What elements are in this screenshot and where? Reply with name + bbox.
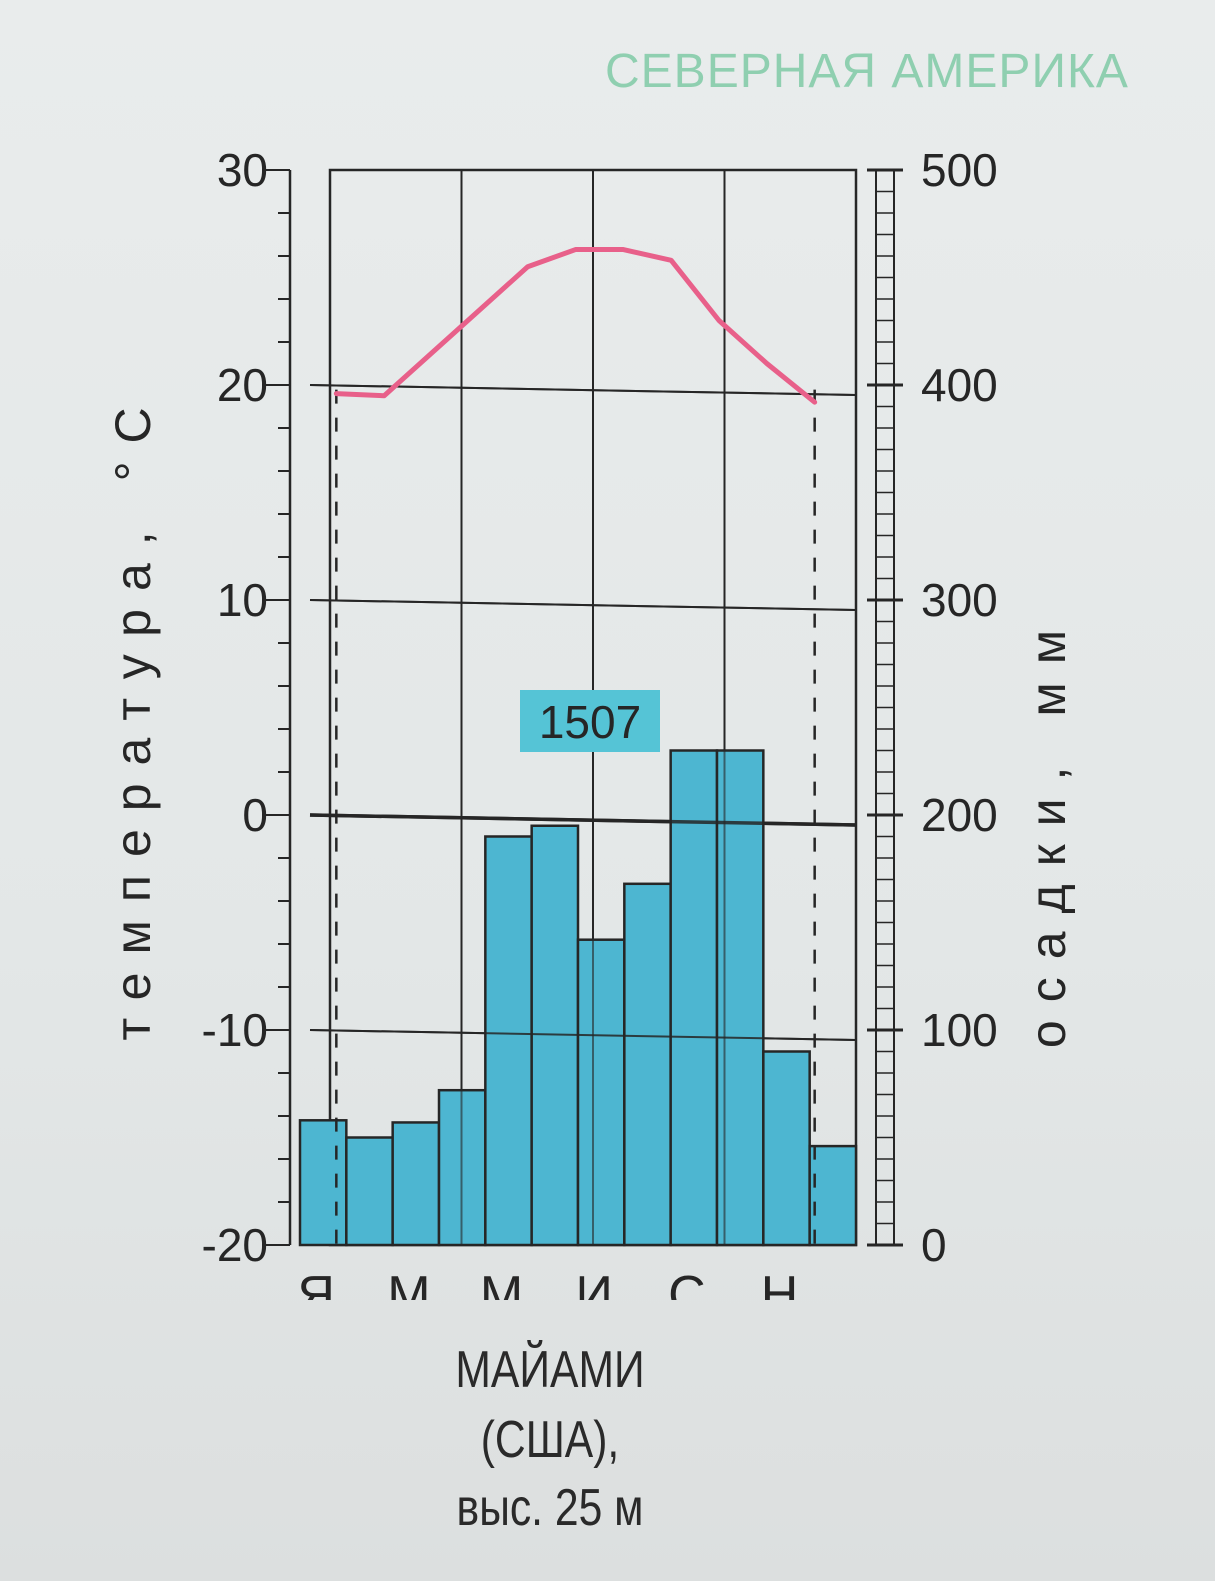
month-label: Я [297,1266,335,1300]
right-tick-label: 200 [921,789,998,841]
station-elevation: выс. 25 м [456,1479,644,1537]
station-name: МАЙАМИ [455,1341,645,1399]
precipitation-bar [484,835,533,1247]
grid-horizontal-overlay [309,1029,857,1041]
left-tick-label: 10 [217,574,268,626]
precipitation-bar [808,1144,858,1247]
right-tick-label: 500 [921,144,998,196]
left-tick-label: 20 [217,359,268,411]
precipitation-bar [669,749,719,1247]
right-tick-label: 0 [921,1219,947,1271]
precipitation-bar [298,1119,348,1247]
month-label: М [387,1266,430,1300]
precipitation-bar [623,882,672,1247]
precipitation-bar [345,1136,394,1247]
month-label: М [480,1266,523,1300]
precipitation-bar [391,1121,441,1247]
temperature-series [333,247,818,405]
grid-horizontal-overlay [309,384,857,396]
right-axis: 500 400 300 200 100 0 [867,144,998,1271]
section-title: СЕВЕРНАЯ АМЕРИКА [605,45,1129,98]
badge-background [520,690,660,752]
grid-horizontal-overlay [309,599,857,611]
dashed-guides [335,389,816,1245]
left-tick-label: -10 [202,1004,268,1056]
right-axis-label: осадки, мм [1020,612,1076,1048]
precipitation-bars [298,170,858,1247]
left-tick-label: -20 [202,1219,268,1271]
right-tick-label: 400 [921,359,998,411]
month-label: И [576,1266,613,1300]
right-tick-label: 100 [921,1004,998,1056]
station-country: (США), [480,1411,620,1469]
month-label: Н [761,1266,799,1300]
month-label: С [668,1266,706,1300]
left-tick-label: 0 [242,789,268,841]
annual-precipitation-value: 1507 [539,696,641,748]
grid-horizontal-overlay [309,813,857,827]
left-axis: 30 20 10 0 -10 -20 [202,144,292,1271]
temperature-line [333,247,818,405]
precipitation-bar [576,938,626,1247]
left-tick-label: 30 [217,144,268,196]
annual-precipitation-badge: 1507 [520,690,660,752]
right-tick-label: 300 [921,574,998,626]
left-axis-label: температура, °С [105,389,161,1040]
precipitation-bar [762,1050,811,1247]
